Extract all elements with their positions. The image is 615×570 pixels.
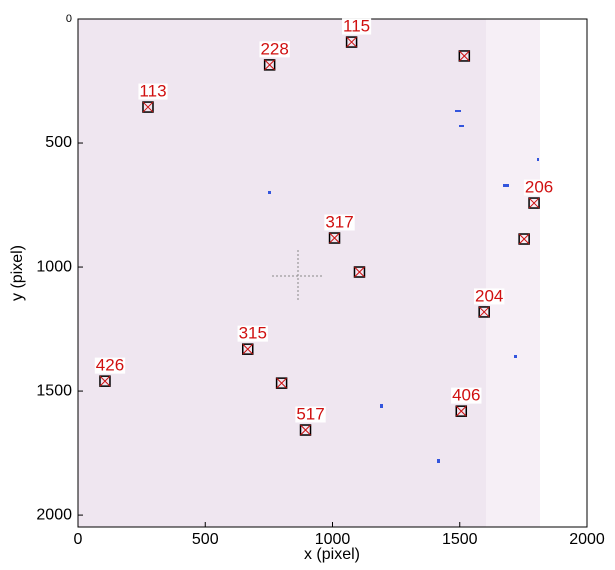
marker-cross (276, 377, 287, 389)
y-tick-label: 0 (66, 13, 72, 25)
label-bg (237, 325, 268, 342)
y-tick-label: 500 (45, 134, 72, 151)
y-tick-label: 1000 (36, 258, 72, 275)
hot-pixels (268, 110, 539, 463)
point-label: 115 (343, 17, 370, 36)
marker-cross (458, 50, 470, 62)
marker-cross (528, 197, 540, 209)
y-tick-label: 1500 (36, 382, 72, 399)
marker-cross (242, 343, 254, 355)
label-bg (324, 214, 355, 231)
x-tick-label: 1500 (442, 531, 478, 548)
marker-cross (300, 424, 311, 436)
label-bg (523, 179, 555, 196)
point-label: 426 (96, 356, 124, 375)
point-label: 204 (475, 286, 503, 305)
point-label: 317 (325, 213, 353, 232)
marker-box (478, 306, 490, 318)
marker-box (518, 233, 530, 245)
marker-box (528, 197, 540, 209)
marker-box (275, 377, 288, 389)
marker-cross (518, 233, 530, 245)
point-label: 517 (296, 404, 324, 423)
marker-cross (354, 266, 365, 278)
crosshair (272, 250, 324, 302)
marker-box (99, 375, 111, 387)
marker-box (353, 266, 366, 278)
detector-image-edge (486, 19, 540, 527)
marker-box (345, 36, 358, 48)
point-label: 228 (260, 39, 288, 58)
label-bg (295, 406, 326, 423)
label-bg (342, 18, 372, 35)
marker-cross (99, 375, 111, 387)
marker-box (455, 405, 468, 417)
point-label: 406 (452, 386, 480, 405)
x-tick-label: 1000 (315, 531, 351, 548)
label-bg (259, 41, 290, 58)
point-label: 315 (239, 324, 267, 343)
marker-box (242, 343, 254, 355)
point-label: 206 (525, 178, 553, 197)
marker-box (328, 232, 341, 244)
x-tick-label: 2000 (569, 531, 605, 548)
marker-cross (142, 101, 154, 113)
marker-cross (455, 405, 467, 417)
label-bg (451, 387, 482, 404)
x-tick-label: 500 (192, 531, 219, 548)
y-axis-label: y (pixel) (9, 245, 26, 301)
x-axis-label: x (pixel) (304, 546, 360, 563)
label-bg (94, 357, 126, 374)
marker-cross (346, 36, 357, 48)
marker-cross (478, 306, 490, 318)
marker-box (299, 424, 312, 436)
point-label: 113 (139, 82, 166, 101)
marker-box (458, 50, 471, 62)
label-bg (473, 288, 505, 305)
marker-cross (329, 232, 340, 244)
label-bg (138, 83, 168, 100)
x-tick-label: 0 (74, 531, 83, 548)
marker-cross (264, 59, 275, 71)
y-tick-label: 2000 (36, 506, 72, 523)
marker-box (142, 101, 154, 113)
detector-image (78, 19, 540, 527)
marker-box (263, 59, 276, 71)
